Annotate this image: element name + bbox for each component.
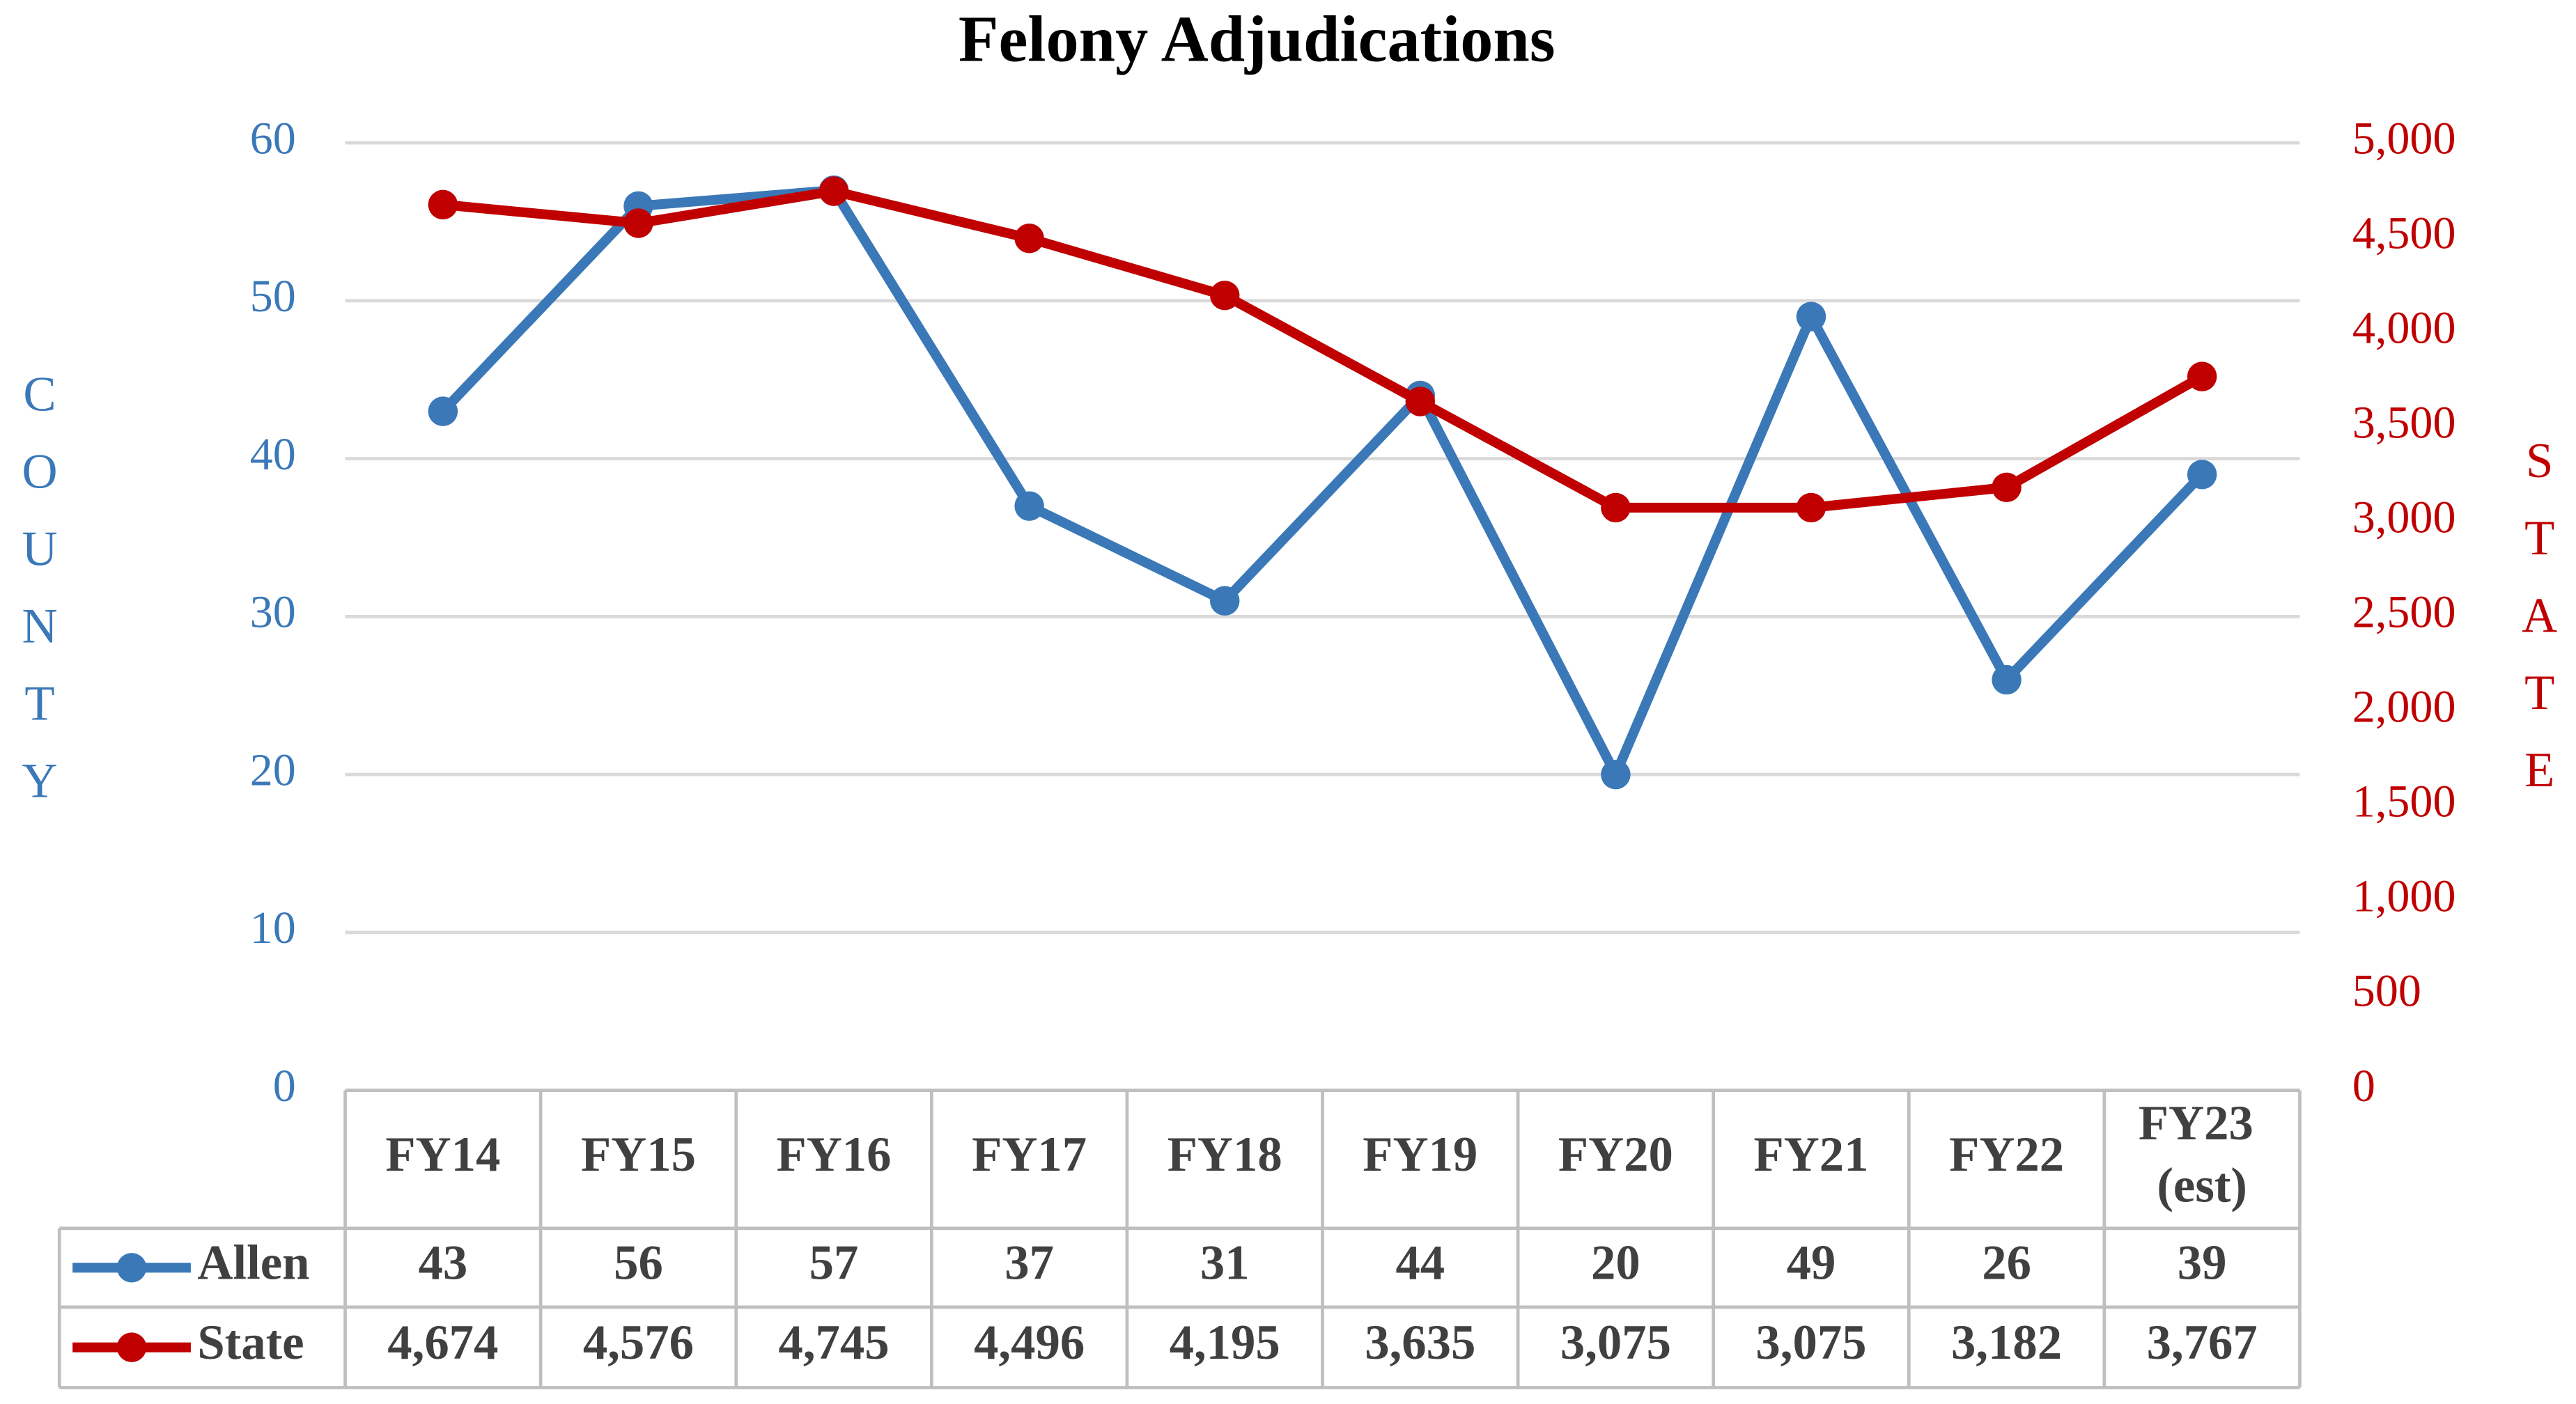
- table-value: 31: [1200, 1236, 1250, 1290]
- y2-tick-label: 500: [2352, 966, 2421, 1017]
- y2-axis-label: STATE: [2513, 434, 2567, 820]
- x-tick-label: FY15: [581, 1128, 696, 1182]
- legend-marker: [116, 1253, 147, 1283]
- table-value: 37: [1004, 1236, 1054, 1290]
- point: [1014, 224, 1044, 254]
- point: [818, 176, 849, 206]
- y2-tick-label: 4,000: [2352, 302, 2456, 353]
- x-tick-label: FY22: [1949, 1128, 2064, 1182]
- point: [1796, 492, 1826, 523]
- y2-tick-label: 1,000: [2352, 871, 2456, 922]
- chart-title: Felony Adjudications: [959, 3, 1555, 76]
- point: [1601, 759, 1631, 790]
- y-tick-label: 10: [250, 903, 296, 953]
- series-line: [439, 185, 2206, 780]
- table-value: 4,576: [583, 1316, 694, 1370]
- table-value: 3,767: [2147, 1316, 2258, 1370]
- y-tick-label: 0: [273, 1061, 296, 1112]
- x-tick-label: FY19: [1363, 1128, 1477, 1182]
- point: [1210, 280, 1240, 311]
- x-tick-label: FY14: [385, 1128, 500, 1182]
- point: [623, 208, 653, 238]
- y2-tick-label: 2,000: [2352, 682, 2456, 733]
- y2-tick-label: 4,500: [2352, 208, 2456, 258]
- point: [1992, 664, 2022, 695]
- x-tick-label: FY17: [972, 1128, 1087, 1182]
- y-tick-label: 40: [250, 429, 296, 480]
- y2-tick-label: 1,500: [2352, 777, 2456, 827]
- table-value: 3,075: [1755, 1316, 1866, 1370]
- y-tick-label: 20: [250, 744, 296, 795]
- x-tick-label: FY21: [1753, 1128, 1868, 1182]
- legend-label: State: [197, 1316, 304, 1370]
- table-value: 49: [1787, 1236, 1836, 1290]
- y-axis-label: COUNTY: [13, 368, 67, 832]
- table-value: 56: [614, 1236, 663, 1290]
- y2-tick-label: 2,500: [2352, 587, 2456, 638]
- legend-label: Allen: [197, 1236, 309, 1290]
- y-tick-label: 30: [250, 587, 296, 638]
- x-tick-label: FY20: [1558, 1128, 1673, 1182]
- table-value: 57: [809, 1236, 859, 1290]
- table-value: 3,182: [1951, 1316, 2062, 1370]
- table-value: 3,635: [1365, 1316, 1475, 1370]
- table-value: 44: [1395, 1236, 1445, 1290]
- point: [1601, 492, 1631, 523]
- table-value: 4,745: [778, 1316, 889, 1370]
- point: [1014, 491, 1044, 521]
- table-value: 43: [419, 1236, 468, 1290]
- table-value: 4,496: [974, 1316, 1085, 1370]
- y2-tick-label: 0: [2352, 1061, 2375, 1112]
- table-value: 39: [2178, 1236, 2227, 1290]
- y2-tick-label: 3,500: [2352, 397, 2456, 448]
- y-tick-label: 60: [250, 113, 296, 164]
- point: [428, 189, 458, 220]
- y-tick-label: 50: [250, 271, 296, 322]
- table-value: 4,674: [387, 1316, 498, 1370]
- x-tick-label: FY18: [1167, 1128, 1282, 1182]
- point: [1405, 387, 1436, 416]
- point: [1992, 472, 2022, 503]
- x-tick-label: FY16: [777, 1128, 892, 1182]
- series-line: [442, 186, 2205, 513]
- y2-tick-label: 3,000: [2352, 492, 2456, 543]
- table-value: 4,195: [1170, 1316, 1280, 1370]
- point: [2187, 361, 2217, 391]
- x-tick-label: FY23 (est): [2139, 1096, 2266, 1213]
- table-value: 26: [1982, 1236, 2031, 1290]
- table-value: 20: [1591, 1236, 1640, 1290]
- legend-marker: [116, 1332, 147, 1362]
- point: [428, 396, 458, 426]
- point: [1796, 302, 1826, 332]
- point: [1210, 586, 1240, 616]
- table-value: 3,075: [1560, 1316, 1671, 1370]
- point: [2187, 460, 2217, 490]
- y2-tick-label: 5,000: [2352, 113, 2456, 164]
